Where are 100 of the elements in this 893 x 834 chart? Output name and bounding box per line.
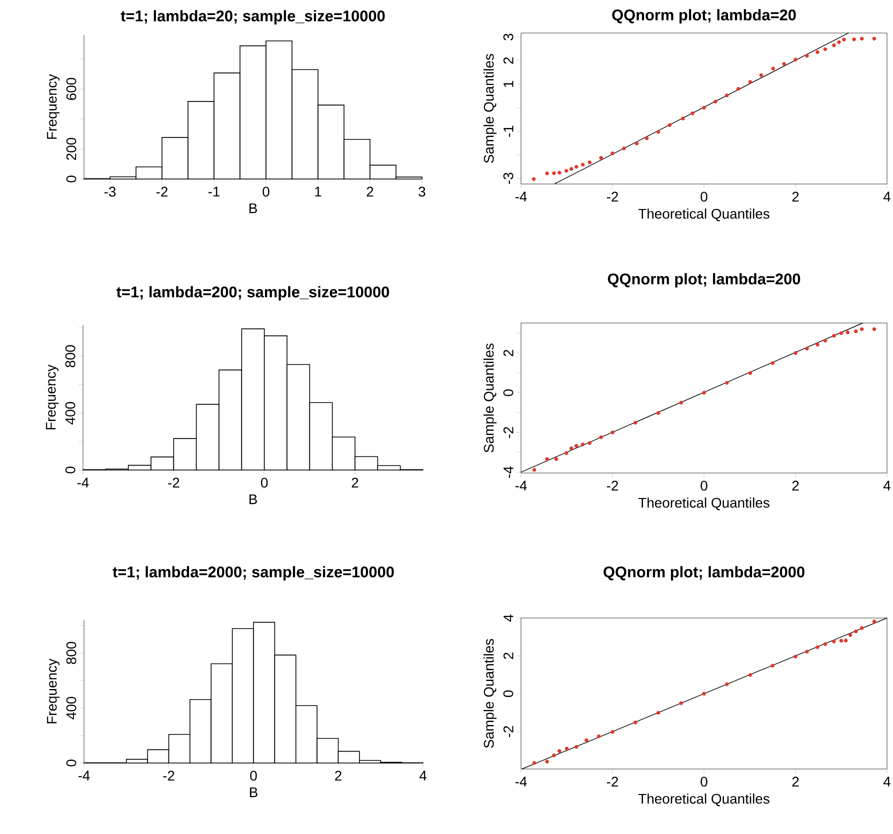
point xyxy=(702,106,706,110)
x-tick-label: 2 xyxy=(792,776,799,787)
point xyxy=(574,744,578,749)
point xyxy=(574,164,578,169)
point xyxy=(679,701,684,706)
point xyxy=(832,640,836,644)
point xyxy=(839,331,844,336)
point xyxy=(610,430,614,434)
y-axis-title: Sample Quantiles xyxy=(484,638,497,748)
x-tick-label: -2 xyxy=(163,770,174,781)
x-tick-label: 0 xyxy=(262,186,270,197)
point xyxy=(569,446,574,450)
point xyxy=(724,682,729,686)
y-tick-label: 400 xyxy=(65,402,76,424)
point xyxy=(844,638,848,642)
point xyxy=(588,160,592,164)
point xyxy=(724,94,729,98)
point xyxy=(564,168,568,173)
point xyxy=(656,130,660,134)
x-tick-label: -2 xyxy=(606,776,618,787)
x-tick-label: 2 xyxy=(352,478,358,488)
x-tick-label: 1 xyxy=(315,186,322,196)
point xyxy=(748,80,752,84)
point xyxy=(832,334,836,338)
x-tick-label: -4 xyxy=(515,192,527,202)
point xyxy=(794,654,798,659)
point xyxy=(842,38,846,42)
x-tick-label: -4 xyxy=(78,770,90,780)
point xyxy=(532,468,536,472)
y-axis-title: Sample Quantiles xyxy=(484,54,497,163)
point xyxy=(532,761,536,765)
chart-title: QQnorm plot; lambda=20 xyxy=(612,9,796,24)
y-tick-label: 0 xyxy=(503,690,514,698)
point xyxy=(554,457,558,461)
y-axis-title: Frequency xyxy=(47,658,60,724)
x-tick-label: 4 xyxy=(883,192,890,202)
point xyxy=(816,645,820,650)
point xyxy=(823,47,828,52)
x-tick-label: -2 xyxy=(606,192,618,202)
y-tick-label: 1 xyxy=(504,80,514,87)
point xyxy=(569,167,574,171)
x-tick-label: -2 xyxy=(156,186,168,197)
point xyxy=(771,66,775,70)
x-tick-label: -4 xyxy=(515,480,527,490)
point xyxy=(872,327,876,332)
point xyxy=(823,642,828,646)
y-tick-label: -3 xyxy=(503,172,514,184)
point xyxy=(690,111,694,116)
y-tick-label: 0 xyxy=(66,176,76,182)
x-axis-title: Theoretical Quantiles xyxy=(638,208,770,222)
point xyxy=(564,451,568,456)
y-tick-label: 800 xyxy=(65,345,76,368)
y-tick-label: 400 xyxy=(66,696,76,720)
point xyxy=(644,136,649,140)
point xyxy=(837,40,841,44)
point xyxy=(622,146,626,150)
point xyxy=(702,692,706,696)
point xyxy=(545,760,549,764)
x-axis-title: B xyxy=(249,494,257,504)
y-tick-label: 2 xyxy=(503,350,514,356)
y-tick-label: -2 xyxy=(503,426,514,438)
chart-title: QQnorm plot; lambda=2000 xyxy=(604,566,804,581)
point xyxy=(782,62,786,66)
x-axis-title: B xyxy=(250,787,258,798)
point xyxy=(770,361,775,366)
x-tick-label: -4 xyxy=(515,776,527,786)
y-tick-label: -1 xyxy=(504,126,514,137)
point xyxy=(805,650,809,654)
point xyxy=(558,170,562,175)
point xyxy=(656,710,660,715)
point xyxy=(588,441,592,445)
y-axis-title: Frequency xyxy=(47,74,60,139)
x-tick-label: 0 xyxy=(700,776,708,787)
point xyxy=(832,43,836,48)
x-tick-label: 3 xyxy=(418,186,426,197)
x-tick-label: 2 xyxy=(792,480,799,491)
y-tick-label: 0 xyxy=(65,466,76,474)
y-axis-title: Sample Quantiles xyxy=(484,343,497,452)
point xyxy=(714,100,718,104)
point xyxy=(860,626,864,630)
point xyxy=(545,457,549,461)
point xyxy=(584,738,588,742)
point xyxy=(564,746,569,750)
x-tick-label: -2 xyxy=(168,478,180,488)
point xyxy=(656,411,660,415)
point xyxy=(532,177,536,181)
y-tick-label: 4 xyxy=(504,614,514,622)
y-tick-label: 3 xyxy=(503,34,514,40)
x-tick-label: 0 xyxy=(700,192,708,202)
point xyxy=(748,371,752,375)
y-tick-label: -2 xyxy=(503,726,514,738)
point xyxy=(805,346,809,351)
x-tick-label: 4 xyxy=(883,480,890,490)
y-axis-title: Frequency xyxy=(46,364,59,430)
point xyxy=(679,400,684,405)
point xyxy=(736,86,740,91)
x-tick-label: 0 xyxy=(250,770,257,781)
point xyxy=(558,749,562,753)
x-tick-label: 2 xyxy=(335,770,342,781)
point xyxy=(872,620,876,624)
